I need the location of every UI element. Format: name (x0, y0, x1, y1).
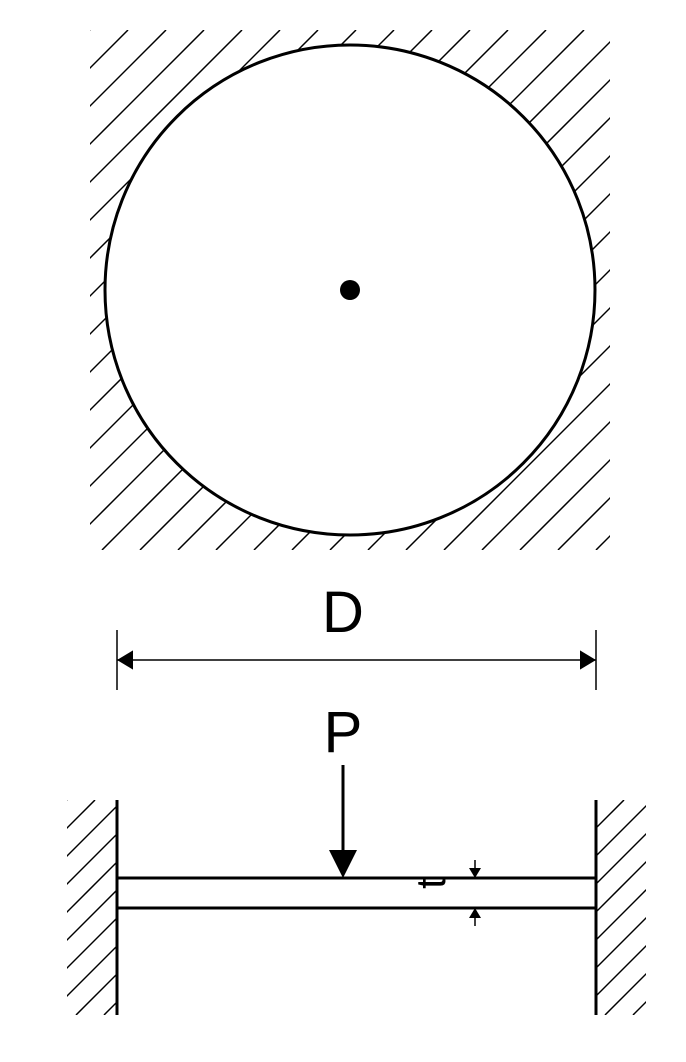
thickness-label: t (407, 877, 454, 889)
dimension-t (469, 860, 515, 926)
diameter-label: D (322, 580, 364, 645)
load-label: P (324, 700, 363, 765)
plate-side-view (117, 878, 596, 908)
load-arrow-icon (329, 765, 357, 878)
center-point-icon (340, 280, 360, 300)
